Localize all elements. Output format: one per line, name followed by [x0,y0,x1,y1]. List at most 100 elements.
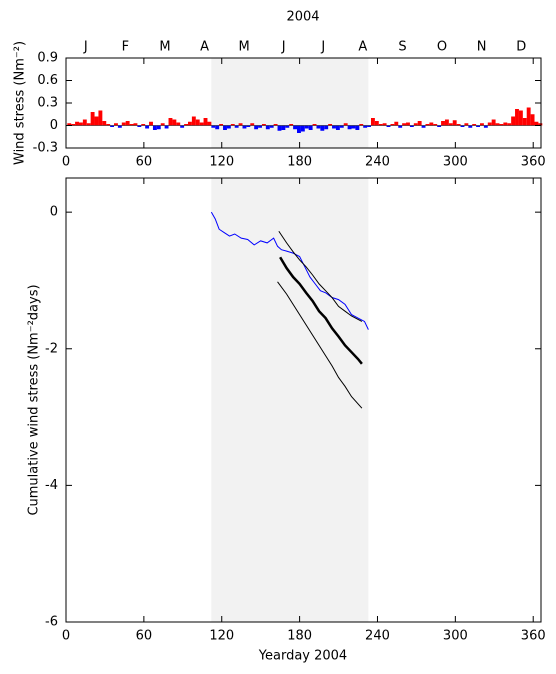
bar [125,121,130,126]
bar [67,123,72,126]
x-tick-label: 0 [62,629,70,644]
month-label: M [239,40,250,55]
x-tick-label: 0 [62,155,70,170]
bar [363,125,368,128]
bar [530,114,535,126]
x-tick-label: 60 [136,629,153,644]
y-tick-label: 0 [50,118,58,133]
bar [511,116,516,126]
bar [110,125,115,127]
x-tick-label: 300 [443,155,468,170]
bar [242,125,247,129]
bar [495,123,500,126]
y-tick-label: -4 [45,478,58,493]
bar [456,124,461,126]
bar [273,124,278,126]
bar [406,122,410,126]
bar [308,125,313,130]
bar [324,125,329,130]
bar [78,122,83,126]
bar [487,122,492,126]
bar [164,125,169,129]
bar [522,118,527,126]
bar [269,125,274,128]
bar [472,124,477,126]
bar [507,123,512,126]
bar [281,125,286,130]
bar [394,121,399,126]
bar [297,125,301,133]
bar [285,125,290,128]
bar [137,125,142,127]
bar [351,125,356,129]
bar [258,125,262,128]
bar [172,119,177,126]
bar [82,119,87,126]
bar [195,119,200,126]
x-tick-label: 300 [443,629,468,644]
bar [207,121,212,126]
month-label: D [516,40,526,55]
bar [133,123,138,126]
y-axis-label: Wind stress (Nm⁻²) [13,41,28,165]
bar [425,124,430,126]
bar [176,122,181,126]
bar [223,125,227,130]
bar [433,124,438,126]
bar [102,121,107,126]
bar [168,118,173,126]
bar [480,123,484,126]
bar [374,121,379,126]
bar [515,109,519,126]
bar [226,125,231,129]
bar [437,125,442,127]
line [277,281,363,409]
bar [160,123,165,126]
bar [129,124,134,126]
y-tick-label: 0.3 [37,96,58,111]
bar [464,123,469,126]
bar [71,124,76,126]
bar [460,125,465,127]
bar [468,125,473,128]
bar [277,125,282,131]
bar [409,125,414,127]
x-axis-label: Yearday 2004 [258,649,347,664]
bar [261,124,266,126]
bar [152,125,157,130]
bar [203,118,208,126]
bar [234,125,239,128]
bar [246,125,251,127]
x-tick-label: 120 [209,629,234,644]
bar [347,125,352,130]
bar [476,125,481,127]
bar [390,124,395,126]
x-tick-label: 60 [136,155,153,170]
bar [320,125,325,131]
bar [534,121,539,126]
bar [304,125,309,129]
month-label: S [398,40,406,55]
bar [452,120,457,126]
bar [250,123,255,126]
x-tick-label: 180 [287,155,312,170]
bar [106,124,111,126]
bar [184,124,188,126]
y-axis-label: Cumulative wind stress (Nm⁻²days) [27,284,42,515]
y-tick-label: -2 [45,341,58,356]
bar [491,119,496,126]
bar [538,123,543,126]
bar [382,123,387,126]
month-label: O [437,40,447,55]
bar [421,125,426,128]
bar [343,123,348,126]
bar [293,125,298,130]
bar [254,125,259,130]
line [279,256,363,365]
bar [191,116,196,126]
bar [211,125,216,128]
line [210,211,369,330]
bar [448,123,453,126]
